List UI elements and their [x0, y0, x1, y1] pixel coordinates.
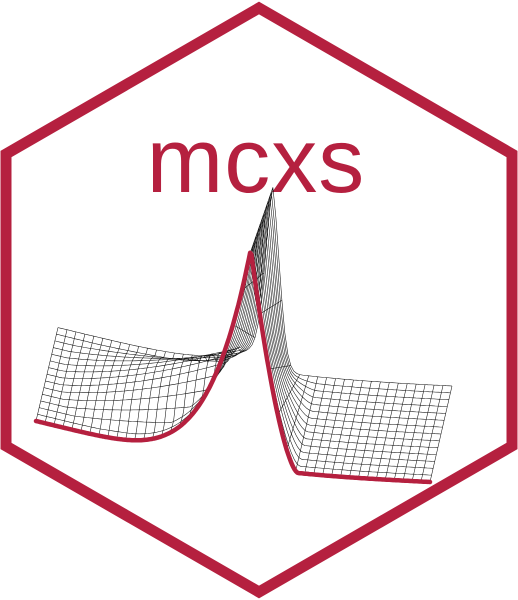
mesh-line: [80, 338, 104, 432]
mesh-line: [393, 384, 417, 481]
mesh-line: [402, 384, 426, 481]
mesh-line: [232, 324, 256, 338]
mesh-line: [71, 336, 95, 430]
mesh-line: [313, 378, 336, 475]
mesh-line: [384, 383, 408, 480]
mesh-line: [53, 331, 77, 426]
mesh-line: [340, 380, 363, 477]
mesh-line: [259, 300, 283, 315]
mesh-line: [143, 351, 166, 441]
mesh-line: [250, 187, 274, 251]
surface-mesh: [35, 187, 453, 483]
mesh-line: [152, 352, 175, 439]
mesh-line: [116, 346, 139, 439]
mesh-line: [322, 379, 345, 476]
mesh-line: [134, 349, 157, 441]
surface-outline: [33, 250, 433, 485]
mesh-line: [358, 381, 381, 478]
mesh-line: [161, 354, 184, 437]
mesh-line: [411, 385, 435, 482]
mesh-line: [179, 355, 202, 427]
mesh-line: [223, 347, 247, 354]
mesh-line: [295, 376, 318, 472]
density-surface-icon: [33, 187, 453, 485]
mesh-line: [268, 365, 291, 370]
mesh-line: [170, 354, 193, 433]
mesh-line: [429, 385, 453, 483]
mesh-line: [286, 375, 309, 450]
mesh-line: [376, 383, 399, 480]
mesh-line: [125, 348, 148, 440]
mesh-line: [35, 327, 59, 422]
mesh-line: [98, 342, 121, 436]
mesh-line: [304, 377, 327, 474]
mesh-line: [89, 340, 112, 434]
mesh-line: [349, 381, 372, 478]
mesh-line: [107, 344, 130, 438]
mesh-line: [187, 355, 211, 419]
mesh-line: [331, 379, 354, 477]
mesh-line: [277, 374, 301, 415]
mesh-line: [62, 334, 86, 428]
mesh-line: [367, 382, 390, 479]
mesh-line: [420, 385, 444, 482]
logo-title: mcxs: [147, 110, 366, 212]
mesh-line: [44, 329, 68, 424]
